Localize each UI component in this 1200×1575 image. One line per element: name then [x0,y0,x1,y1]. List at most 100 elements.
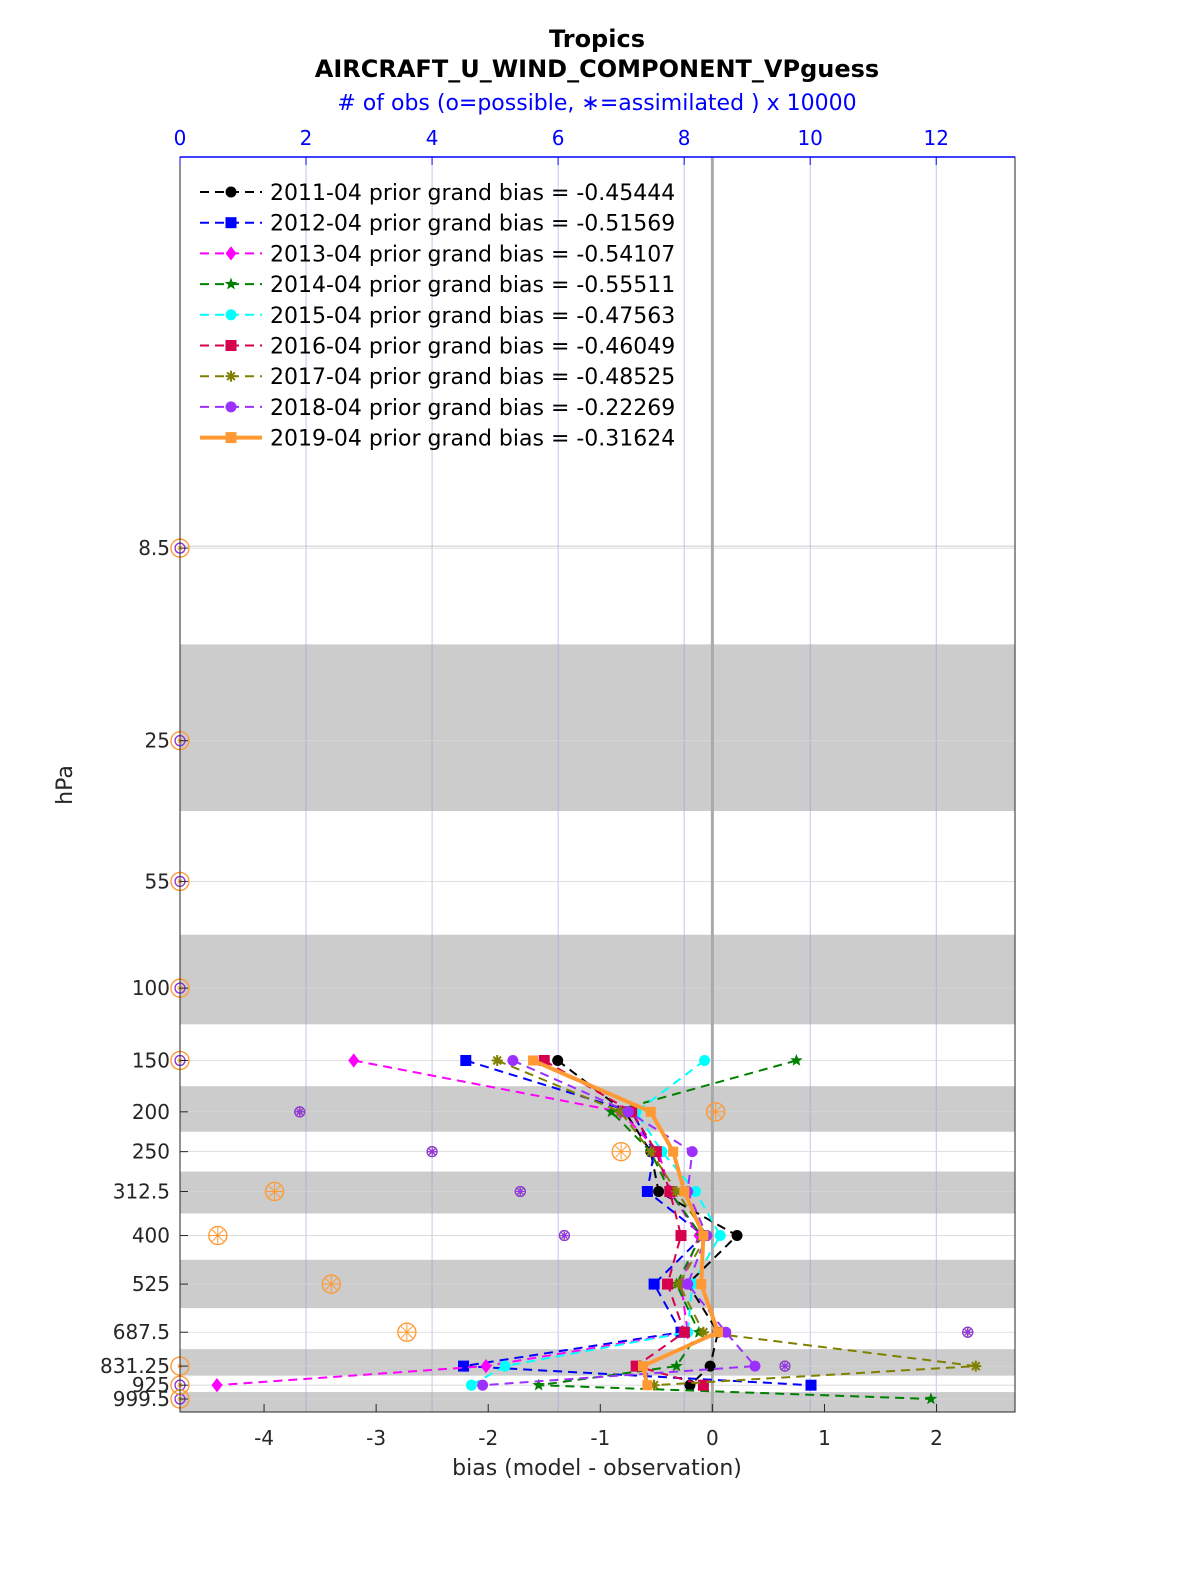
obs-assimilated-marker [325,1278,338,1291]
data-point [460,1054,472,1066]
legend-entry: 2012-04 prior grand bias = -0.51569 [200,212,675,237]
obs-possible-marker [558,1230,570,1242]
legend-entry: 2011-04 prior grand bias = -0.45444 [200,181,675,206]
data-point [642,1380,653,1391]
x-tick-label: 0 [706,1426,719,1450]
data-point [480,1358,492,1374]
x-tick-label: 2 [930,1426,943,1450]
data-point [673,1278,685,1290]
data-point [225,217,237,229]
series [528,1055,723,1391]
legend-label: 2013-04 prior grand bias = -0.54107 [270,242,675,267]
data-point [970,1360,982,1372]
top-tick-label: 6 [552,126,565,150]
obs-possible-marker [611,1141,631,1162]
series-line [538,1059,931,1400]
x-tick-label: 1 [818,1426,831,1450]
top-tick-label: 4 [426,126,439,150]
y-tick-label: 312.5 [113,1179,170,1203]
obs-possible-marker [779,1360,791,1372]
legend-entry: 2019-04 prior grand bias = -0.31624 [200,427,675,452]
legend-entry: 2018-04 prior grand bias = -0.22269 [200,396,675,421]
data-point [790,1053,803,1066]
level-band [180,1171,1015,1214]
legend-label: 2017-04 prior grand bias = -0.48525 [270,365,675,390]
data-point-stroke [492,1055,502,1066]
data-point [664,1185,676,1197]
data-point [465,1379,477,1391]
data-point [645,1106,656,1117]
obs-possible-marker [208,1225,228,1246]
data-point-stroke [698,1327,709,1337]
data-point [749,1360,761,1372]
data-point [630,1360,642,1372]
data-point [499,1360,511,1372]
y-tick-label: 525 [132,1272,170,1296]
data-point [622,1106,634,1118]
data-point [698,1230,709,1241]
data-point [686,1146,698,1158]
obs-possible-marker [514,1185,526,1197]
data-point-stroke [671,1186,682,1197]
y-tick-label: 687.5 [113,1320,170,1344]
data-point [491,1054,503,1066]
y-tick-label: 400 [132,1224,170,1248]
data-point [645,1146,657,1158]
legend-label: 2012-04 prior grand bias = -0.51569 [270,212,675,237]
bottom-axis-ticks: -4 -3 -2 -1 0 1 2 [254,1404,943,1450]
data-point [678,1326,690,1338]
series-line [496,1059,976,1387]
data-point [924,1392,938,1405]
data-point [225,309,237,321]
data-point [714,1230,726,1242]
data-point [224,277,238,290]
legend-label: 2014-04 prior grand bias = -0.55511 [270,273,675,298]
obs-assimilated-marker [428,1148,436,1155]
top-axis-ticks: 0 2 4 6 8 10 12 [174,126,949,165]
level-band [180,934,1015,1025]
y-tick-label: 200 [132,1100,170,1124]
legend-label: 2015-04 prior grand bias = -0.47563 [270,304,675,329]
data-point [682,1278,694,1290]
legend-label: 2018-04 prior grand bias = -0.22269 [270,396,675,421]
chart-subtitle: AIRCRAFT_U_WIND_COMPONENT_VPguess [315,55,879,83]
y-tick-label: 925 [132,1373,170,1397]
bias-series [211,1053,982,1405]
legend-label: 2016-04 prior grand bias = -0.46049 [270,335,675,360]
x-tick-label: -2 [478,1426,498,1450]
legend-entry: 2014-04 prior grand bias = -0.55511 [200,273,675,298]
y-tick-label: 55 [145,869,170,893]
obs-possible-marker [962,1326,974,1338]
data-point [696,1279,707,1290]
obs-possible-marker [426,1146,438,1158]
data-point [225,401,237,413]
data-point [477,1379,489,1391]
data-point-stroke [226,371,236,381]
top-tick-label: 10 [797,126,822,150]
data-point [552,1054,564,1066]
x-axis-label: bias (model - observation) [452,1456,742,1481]
top-tick-label: 0 [174,126,187,150]
y-tick-label: 100 [132,976,170,1000]
data-point [225,246,237,261]
data-point [712,1327,723,1338]
data-point [225,370,237,382]
obs-assimilated-marker [561,1232,568,1239]
legend: 2011-04 prior grand bias = -0.45444 2012-… [200,181,675,452]
y-axis-label: hPa [53,765,78,805]
obs-assimilated-marker [211,1229,224,1242]
data-point [637,1361,648,1372]
x-tick-label: -1 [590,1426,610,1450]
obs-assimilated-marker [615,1145,628,1158]
data-point [532,1378,545,1391]
legend-label: 2019-04 prior grand bias = -0.31624 [270,427,675,452]
top-axis-label: # of obs (o=possible, ∗=assimilated ) x … [337,91,856,116]
data-point [348,1053,360,1068]
data-point [679,1186,690,1197]
obs-assimilated-marker [964,1329,971,1336]
legend-entry: 2015-04 prior grand bias = -0.47563 [200,304,675,329]
y-tick-label: 250 [132,1140,170,1164]
top-tick-label: 8 [678,126,691,150]
data-point [670,1359,683,1372]
legend-entry: 2016-04 prior grand bias = -0.46049 [200,335,675,360]
